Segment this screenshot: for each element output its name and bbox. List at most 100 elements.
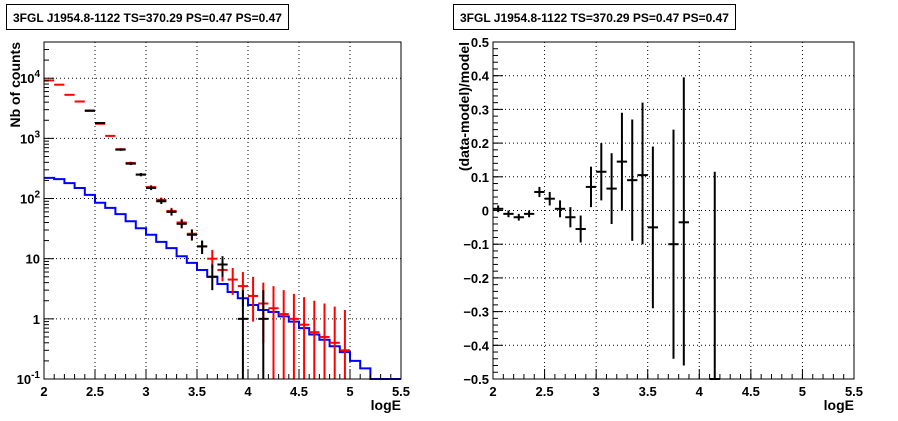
- y-tick-label: −0.5: [463, 372, 489, 387]
- data-point: [596, 143, 607, 201]
- y-tick-label: 0.5: [471, 35, 489, 50]
- y-tick-label: 103: [20, 129, 40, 146]
- data-point: [606, 153, 617, 224]
- data-point: [309, 300, 320, 379]
- x-tick-label: 2: [489, 384, 496, 399]
- y-tick-label: 0.3: [471, 102, 489, 117]
- x-axis-title: logE: [371, 397, 401, 413]
- x-tick-label: 3.5: [639, 384, 657, 399]
- x-axis-title: logE: [824, 397, 854, 413]
- y-tick-label: 0.4: [471, 69, 490, 84]
- y-tick-label: 1: [33, 312, 40, 327]
- data-point: [575, 215, 586, 243]
- data-point: [125, 162, 136, 166]
- x-tick-label: 4: [244, 384, 252, 399]
- data-point: [217, 256, 228, 277]
- data-point: [585, 166, 597, 208]
- data-point: [44, 79, 55, 82]
- series-0: [493, 77, 720, 380]
- data-point: [319, 303, 330, 379]
- series-0: [44, 176, 401, 380]
- data-point: [554, 200, 566, 218]
- data-point: [176, 219, 187, 229]
- y-axis-title: Nb of counts: [7, 42, 23, 128]
- counts-chart-title: 3FGL J1954.8-1122 TS=370.29 PS=0.47 PS=0…: [6, 4, 289, 30]
- data-point: [95, 122, 106, 125]
- data-point: [503, 210, 514, 218]
- x-tick-label: 5.5: [392, 384, 410, 399]
- data-point: [258, 290, 269, 379]
- y-tick-label: 0.1: [471, 170, 489, 185]
- model-step-line: [44, 176, 401, 380]
- series-2: [84, 109, 269, 379]
- y-axis-title: (data-model)/model: [456, 42, 472, 171]
- y-tick-label: −0.4: [463, 338, 489, 353]
- data-point: [339, 310, 350, 379]
- y-tick-label: 10-1: [17, 370, 41, 387]
- y-tick-label: −0.1: [463, 237, 489, 252]
- x-tick-label: 4.5: [290, 384, 308, 399]
- data-point: [84, 109, 95, 112]
- x-tick-label: 5: [346, 384, 353, 399]
- data-point: [197, 240, 208, 254]
- x-tick-label: 3.5: [188, 384, 206, 399]
- data-point: [647, 146, 659, 309]
- data-point: [105, 134, 116, 137]
- data-point: [64, 93, 75, 96]
- data-point: [74, 100, 85, 103]
- data-point: [268, 286, 279, 379]
- data-point: [616, 112, 628, 211]
- data-point: [627, 119, 638, 241]
- data-point: [207, 264, 218, 291]
- x-tick-label: 2.5: [86, 384, 104, 399]
- x-tick-label: 5: [799, 384, 806, 399]
- y-tick-label: 104: [20, 69, 40, 86]
- y-tick-label: −0.3: [463, 305, 489, 320]
- data-point: [288, 293, 299, 379]
- data-point: [329, 306, 340, 379]
- data-point: [678, 77, 689, 366]
- residuals-chart-title: 3FGL J1954.8-1122 TS=370.29 PS=0.47 PS=0…: [453, 4, 736, 30]
- data-point: [186, 229, 197, 241]
- data-point: [278, 290, 289, 379]
- x-tick-label: 3: [142, 384, 149, 399]
- data-point: [709, 171, 720, 380]
- data-point: [248, 276, 259, 322]
- y-tick-label: 102: [20, 190, 40, 207]
- y-axis: −0.5 −0.4 −0.3 −0.2 −0.1 0 0.1 0.2 0.3 0.4 0.5(dat…: [456, 35, 503, 387]
- y-tick-label: 0.2: [471, 136, 489, 151]
- data-point: [135, 173, 146, 177]
- data-point: [166, 208, 177, 216]
- y-tick-label: −0.2: [463, 271, 489, 286]
- data-point: [544, 191, 555, 206]
- x-tick-label: 2.5: [536, 384, 554, 399]
- data-point: [237, 290, 248, 379]
- data-point: [493, 205, 504, 213]
- x-tick-label: 3: [593, 384, 600, 399]
- x-tick-label: 4: [696, 384, 704, 399]
- y-tick-label: 10: [26, 252, 40, 267]
- data-point: [668, 129, 679, 359]
- y-tick-label: 0: [482, 204, 489, 219]
- data-point: [299, 297, 310, 379]
- data-point: [115, 148, 126, 151]
- data-point: [637, 102, 648, 245]
- grid: [44, 42, 401, 379]
- plot-frame: [43, 41, 402, 380]
- data-point: [227, 268, 238, 295]
- data-point: [513, 213, 524, 221]
- data-point: [534, 186, 545, 198]
- counts-panel: 3FGL J1954.8-1122 TS=370.29 PS=0.47 PS=0…: [6, 4, 410, 413]
- x-tick-label: 2: [40, 384, 47, 399]
- residuals-panel: 3FGL J1954.8-1122 TS=370.29 PS=0.47 PS=0…: [449, 0, 898, 421]
- data-point: [54, 83, 65, 86]
- x-tick-label: 5.5: [845, 384, 863, 399]
- data-point: [523, 210, 535, 218]
- data-point: [156, 198, 167, 205]
- x-tick-label: 4.5: [742, 384, 760, 399]
